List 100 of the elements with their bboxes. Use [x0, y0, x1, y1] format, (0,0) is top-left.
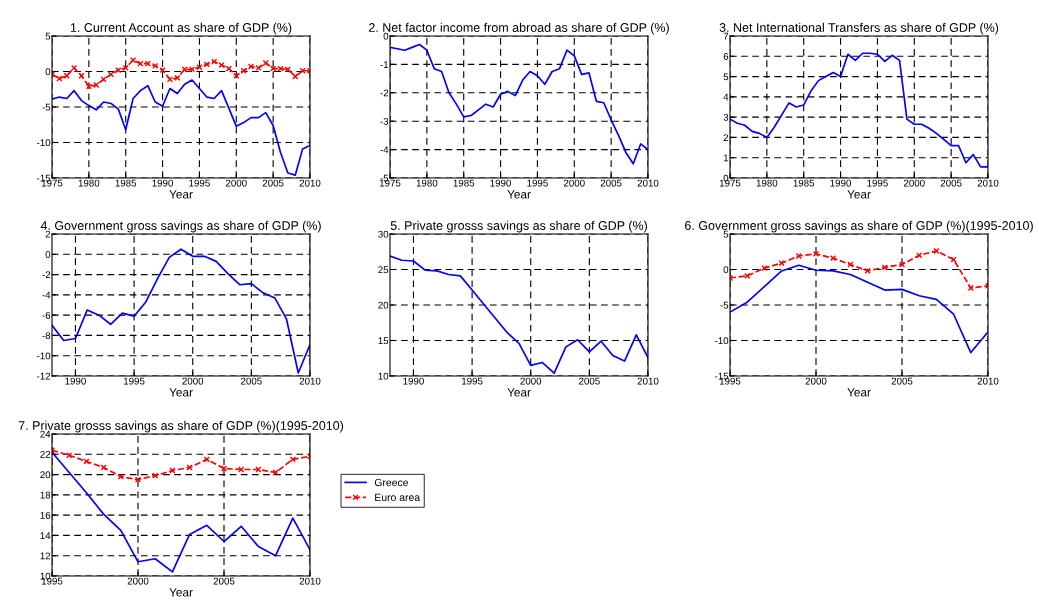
- y-tick-label: 4: [723, 93, 729, 101]
- point: [107, 71, 115, 78]
- x-tick-label: 2010: [637, 377, 659, 385]
- x-tick-label: 1985: [453, 179, 475, 187]
- y-tick-label: 7: [723, 32, 729, 40]
- x-tick-label: 2010: [977, 377, 999, 385]
- y-tick-label: -12: [36, 372, 51, 380]
- x-axis-title: Year: [169, 190, 193, 199]
- point: [864, 267, 871, 275]
- x-tick-label: 1995: [867, 179, 888, 187]
- y-tick-label: 20: [378, 301, 389, 309]
- y-tick-label: 20: [40, 471, 51, 479]
- y-tick-label: -2: [380, 89, 389, 97]
- x-tick-label: 1980: [416, 179, 438, 187]
- y-tick-label: -6: [42, 311, 51, 319]
- x-tick-label: 1995: [189, 179, 210, 187]
- y-tick-label: 22: [40, 451, 51, 458]
- y-tick-label: 5: [45, 32, 51, 40]
- line-series: [390, 43, 648, 165]
- point: [203, 61, 210, 68]
- point: [134, 476, 142, 483]
- point: [218, 61, 225, 69]
- y-tick-label: 5: [723, 73, 729, 81]
- point: [933, 247, 940, 255]
- line-series: [52, 447, 310, 483]
- y-tick-label: 10: [378, 372, 389, 380]
- y-tick-label: -10: [36, 139, 51, 147]
- x-tick-label: 2000: [182, 377, 204, 385]
- point: [159, 66, 166, 74]
- y-tick-label: 0: [45, 251, 51, 258]
- y-tick-label: -2: [42, 271, 51, 279]
- y-tick-label: 24: [40, 430, 51, 438]
- x-tick-label: 2010: [299, 377, 321, 385]
- x-tick-label: 2010: [299, 577, 321, 585]
- x-tick-label: 1995: [527, 179, 548, 187]
- y-tick-label: 0: [383, 32, 389, 40]
- y-tick-label: 0: [723, 266, 729, 274]
- x-tick-label: 2000: [903, 179, 925, 187]
- chart-title: 1. Current Account as share of GDP (%): [70, 22, 292, 35]
- x-tick-label: 1990: [403, 377, 424, 385]
- x-tick-label: 1990: [830, 179, 852, 187]
- point: [795, 252, 802, 260]
- x-axis-title: Year: [507, 388, 531, 397]
- x-tick-label: 1990: [65, 377, 86, 385]
- x-tick-label: 2000: [225, 179, 247, 187]
- x-tick-label: 1980: [78, 179, 100, 187]
- y-tick-label: -10: [36, 352, 51, 360]
- line-series: [730, 264, 988, 354]
- y-tick-label: -1: [380, 61, 389, 68]
- y-tick-label: 3: [723, 113, 729, 121]
- y-tick-label: 0: [45, 68, 51, 76]
- point: [220, 465, 228, 472]
- point: [78, 72, 85, 79]
- legend-label: Greece: [374, 478, 409, 487]
- y-tick-label: 2: [723, 134, 729, 141]
- x-tick-label: 2000: [127, 577, 149, 585]
- y-tick-label: 14: [40, 532, 51, 539]
- point: [211, 58, 218, 65]
- x-tick-label: 2005: [241, 377, 262, 385]
- x-tick-label: 1990: [152, 179, 174, 187]
- point: [203, 456, 210, 463]
- point: [292, 73, 299, 80]
- point: [262, 59, 269, 67]
- point: [238, 466, 245, 473]
- x-axis-title: Year: [847, 190, 871, 199]
- y-tick-label: 18: [40, 491, 51, 499]
- y-tick-label: -5: [42, 103, 51, 111]
- x-tick-label: 1980: [756, 179, 778, 187]
- x-tick-label: 2000: [520, 377, 542, 385]
- x-tick-label: 1995: [462, 377, 483, 385]
- point: [117, 473, 124, 480]
- x-tick-label: 1985: [115, 179, 137, 187]
- x-axis-title: Year: [169, 588, 193, 597]
- y-tick-label: 25: [378, 266, 389, 274]
- point: [898, 261, 906, 268]
- legend-label: Euro area: [375, 493, 421, 502]
- x-tick-label: 2000: [805, 377, 827, 385]
- x-tick-label: 2010: [977, 179, 999, 187]
- x-axis-title: Year: [507, 190, 531, 199]
- y-tick-label: 1: [723, 154, 729, 162]
- point: [299, 67, 306, 74]
- x-tick-label: 2005: [262, 179, 284, 187]
- y-tick-label: -4: [380, 146, 389, 154]
- y-tick-label: 15: [378, 337, 389, 345]
- chart-title: 5. Private grosss savings as share of GDP (%): [390, 220, 647, 233]
- y-tick-label: -3: [380, 117, 389, 125]
- x-tick-label: 2005: [213, 577, 235, 585]
- x-tick-label: 1990: [490, 179, 512, 187]
- point: [881, 264, 888, 271]
- y-tick-label: 5: [723, 230, 729, 238]
- line-series: [730, 52, 988, 168]
- x-tick-label: 1985: [793, 179, 815, 187]
- point: [225, 65, 233, 72]
- y-tick-label: -10: [714, 337, 729, 345]
- y-tick-label: -5: [720, 301, 729, 309]
- y-tick-label: -8: [42, 332, 51, 340]
- x-tick-label: 2010: [299, 179, 321, 187]
- point: [778, 259, 785, 267]
- y-tick-label: 2: [45, 230, 51, 238]
- y-tick-label: 6: [723, 53, 729, 60]
